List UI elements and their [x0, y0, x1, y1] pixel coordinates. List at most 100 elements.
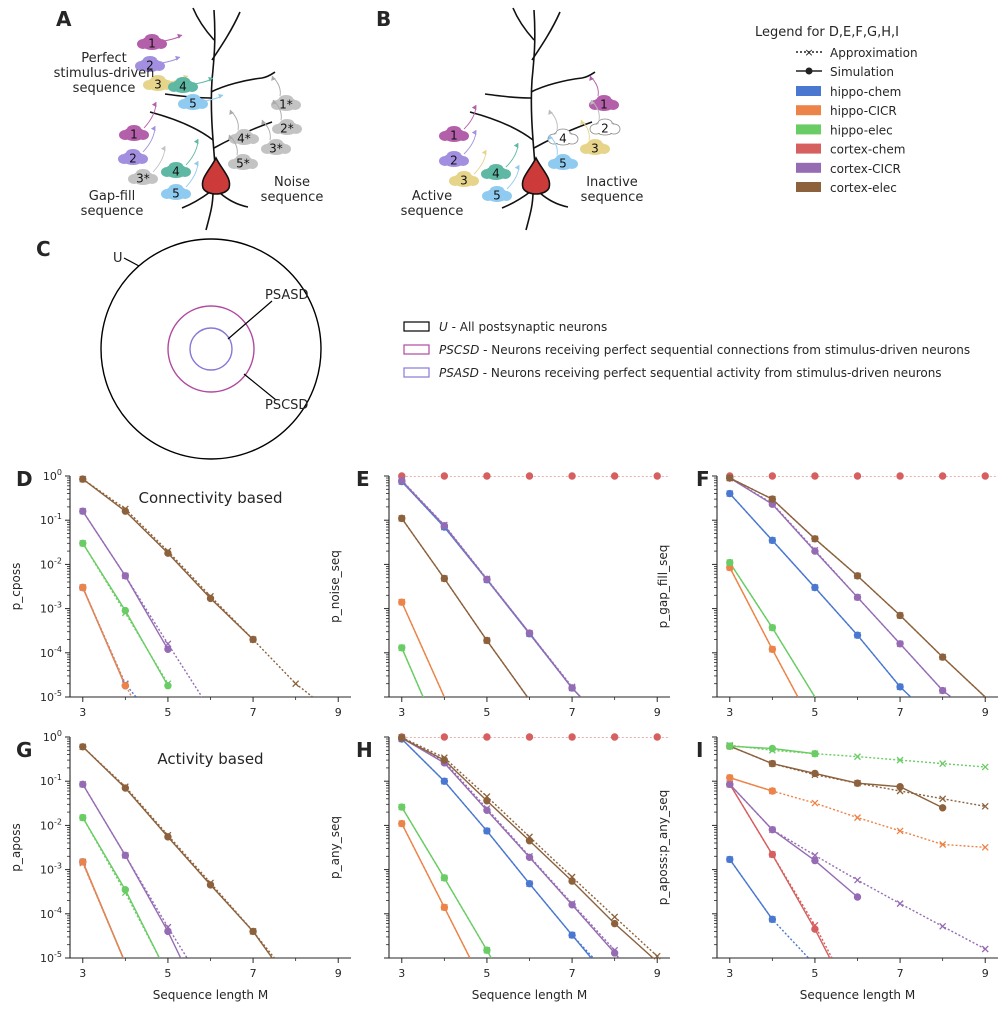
perfect-cluster-1: 1 [137, 34, 167, 51]
x-tick-label: 9 [654, 706, 661, 719]
legend-swatch-cortex-elec [796, 182, 821, 192]
sim-marker-cortex-chem [811, 925, 819, 933]
venn-legend: U - All postsynaptic neurons PSCSD - Neu… [403, 320, 970, 380]
dendrite-branch [530, 71, 596, 93]
x-tick-label: 7 [569, 967, 576, 980]
sim-line-cortex-elec [82, 746, 273, 958]
x-tick-label: 7 [897, 706, 904, 719]
panel-letter-e: E [356, 467, 370, 491]
sim-marker-cortex-elec [853, 779, 862, 787]
approx-line-cortex-elec [729, 745, 986, 807]
gapfill-cluster-2-label: 2 [129, 152, 137, 166]
approx-line-cortex-CICR [729, 477, 944, 691]
venn-legend-text-u: - All postsynaptic neurons [448, 320, 607, 334]
panel-letter-f: F [696, 467, 710, 491]
y-axis-label: p_any_seq [328, 816, 342, 879]
approx-line-hippo-chem [401, 481, 573, 689]
legend-approx-label: Approximation [830, 46, 918, 60]
perfect-cluster-1-label: 1 [148, 37, 156, 51]
sim-line-hippo-CICR [401, 601, 445, 697]
chart-title: Connectivity based [138, 489, 282, 507]
plot-area [82, 478, 314, 697]
active-cluster-3: 3 [449, 171, 479, 188]
approx-marker-hippo-CICR [981, 843, 989, 851]
approx-marker-hippo-CICR [811, 799, 819, 807]
neuron-schematic-b [469, 7, 596, 231]
pscsd-circle [167, 305, 255, 393]
sim-line-hippo-CICR [401, 823, 471, 958]
active-cluster-1-label: 1 [450, 129, 458, 143]
synapse-arrow [589, 75, 599, 97]
sim-marker-cortex-elec [896, 783, 904, 791]
panel-letter-g: G [16, 738, 32, 762]
x-tick-label: 5 [811, 706, 818, 719]
dendrite-branch [512, 7, 535, 41]
gapfill-cluster-5: 5 [161, 184, 191, 201]
x-tick-label: 9 [335, 706, 342, 719]
y-tick-label: 10-4 [40, 645, 62, 660]
gapfill-cluster-4: 4 [161, 162, 191, 179]
inactive-cluster-3: 3 [580, 139, 610, 156]
chart-panel-g: 100 10-1 10-2 10-3 10-4 10-5 3 5 7 9 p_aposs Sequen… [9, 729, 351, 1002]
sim-marker-hippo-elec [440, 874, 449, 882]
x-tick-label: 9 [982, 706, 989, 719]
sim-marker-cortex-CICR [79, 780, 87, 789]
chart-panel-d: 100 10-1 10-2 10-3 10-4 10-5 3 5 7 9 p_cposs Connec… [9, 468, 351, 719]
active-cluster-5-label: 5 [493, 189, 501, 203]
perfect-label-2: stimulus-driven [54, 66, 155, 81]
plot-area [729, 744, 986, 958]
sim-line-hippo-CICR [82, 587, 126, 686]
plot-area [401, 737, 670, 958]
sim-line-cortex-CICR [729, 477, 952, 697]
perfect-label-1: Perfect [81, 51, 127, 66]
gapfill-label-2: sequence [81, 204, 144, 219]
soma [521, 156, 551, 195]
sim-marker-cortex-CICR [568, 684, 576, 692]
sim-marker-hippo-elec [483, 946, 491, 954]
chart-panel-e: 3 5 7 9 p_noise_seq [328, 472, 670, 719]
noise-cluster-2: 2* [272, 119, 302, 136]
x-axis-label: Sequence length M [800, 988, 915, 1002]
x-tick-label: 5 [164, 706, 171, 719]
perfect-cluster-4: 4 [168, 77, 198, 94]
sim-marker-hippo-chem [811, 583, 819, 592]
chart-panel-i: 3 5 7 9 p_aposs:p_any_seq Sequence length M [656, 736, 998, 1002]
synapse-arrow [185, 160, 199, 188]
pscsd-label: PSCSD [265, 398, 308, 413]
synapse-arrow [580, 119, 590, 141]
sim-line-cortex-CICR [82, 783, 182, 958]
x-axis-label: Sequence length M [153, 988, 268, 1002]
sim-marker-cortex-elec [938, 804, 947, 812]
synapse-arrow [261, 119, 271, 141]
approx-marker-cortex-CICR [939, 922, 947, 930]
y-tick-label: 10-1 [40, 512, 62, 527]
synapse-arrow [185, 138, 199, 166]
legend-swatch-hippo-elec [796, 124, 821, 135]
sim-marker-hippo-CICR [768, 787, 777, 795]
sim-line-cortex-chem [729, 783, 831, 958]
approx-marker-cortex-elec [292, 680, 300, 688]
sim-marker-cortex-elec [121, 784, 130, 792]
x-tick-label: 3 [79, 967, 86, 980]
sim-marker-cortex-elec [164, 833, 172, 841]
psasd-pointer [227, 300, 273, 340]
chart-panel-h: 3 5 7 9 p_any_seq Sequence length M [328, 733, 670, 1002]
sim-marker-cortex-CICR [811, 856, 819, 865]
sim-marker-hippo-elec [398, 644, 406, 652]
sim-line-cortex-CICR [82, 510, 169, 650]
sim-marker-cortex-elec [525, 837, 534, 845]
psasd-label: PSASD [265, 288, 309, 303]
sim-marker-cortex-chem [610, 733, 619, 741]
sim-line-cortex-elec [729, 745, 944, 809]
sim-marker-cortex-elec [121, 507, 130, 515]
approx-marker-hippo-CICR [939, 841, 947, 848]
sim-line-hippo-chem [401, 738, 592, 958]
active-label-1: Active [412, 189, 452, 204]
x-tick-label: 5 [811, 967, 818, 980]
approx-marker-hippo-CICR [896, 827, 904, 835]
plot-area [401, 476, 670, 697]
approx-marker-hippo-elec [854, 753, 861, 761]
sim-marker-hippo-CICR [121, 682, 130, 690]
y-axis-label: p_cposs [9, 563, 23, 611]
